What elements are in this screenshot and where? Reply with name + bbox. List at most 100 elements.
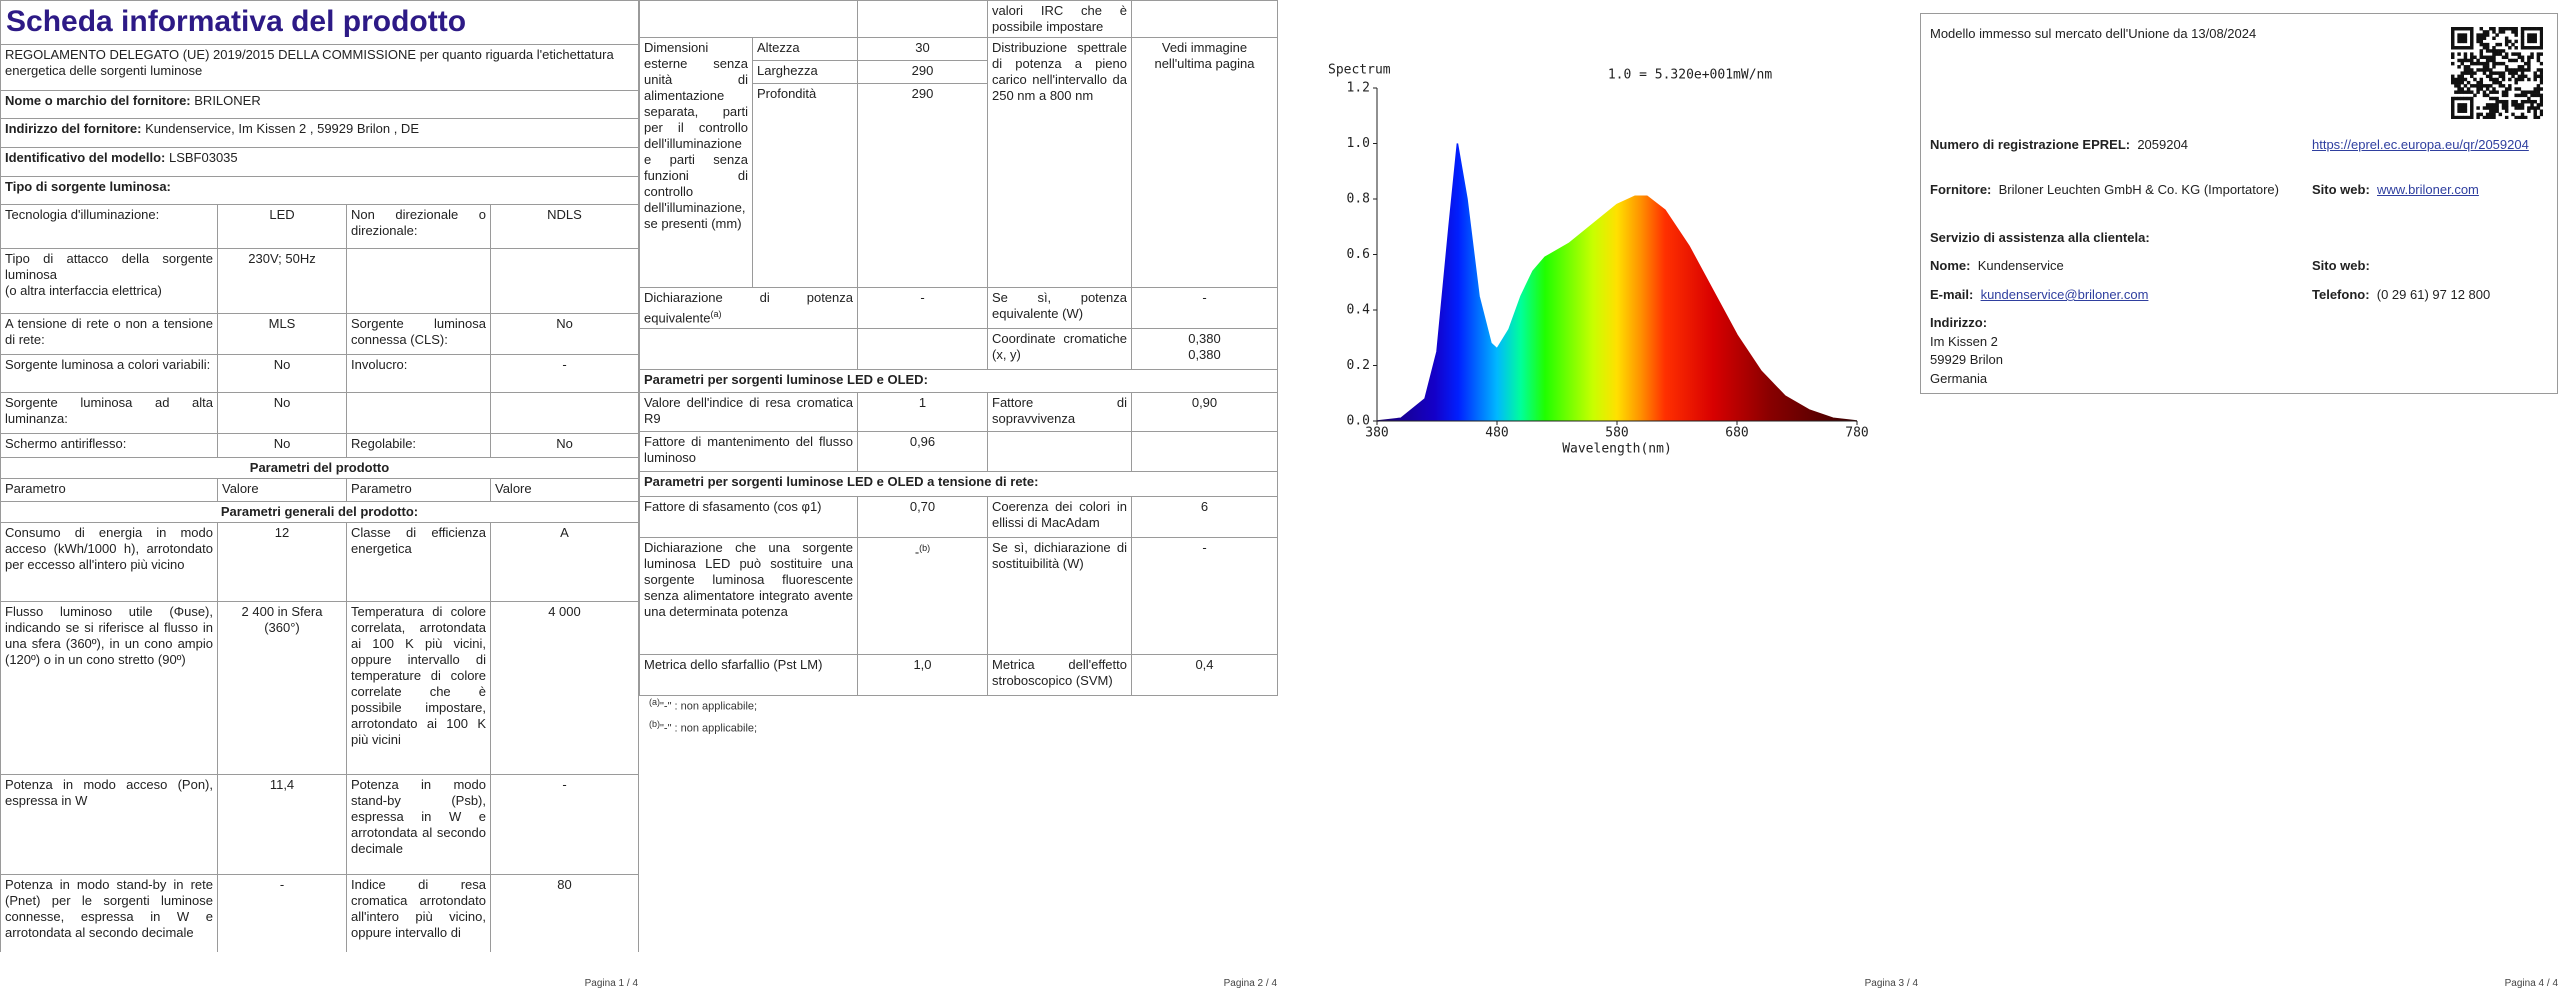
qr-module — [2511, 27, 2515, 31]
qr-module — [2463, 52, 2468, 56]
qr-module — [2514, 99, 2518, 104]
table-cell: 0,70 — [857, 496, 988, 539]
qr-module — [2466, 27, 2471, 31]
qr-module — [2460, 106, 2464, 110]
qr-module — [2523, 90, 2528, 94]
qr-module — [2489, 84, 2493, 88]
qr-module — [2451, 99, 2455, 104]
text: Telefono: (0 29 61) 97 12 800 — [2312, 287, 2490, 303]
qr-module — [2482, 68, 2487, 72]
qr-module — [2504, 52, 2509, 56]
text: Modello immesso sul mercato dell'Unione … — [1930, 26, 2257, 41]
table-cell — [1131, 0, 1278, 38]
qr-module — [2539, 71, 2543, 75]
qr-module — [2476, 112, 2480, 117]
qr-module — [2527, 61, 2531, 66]
qr-module — [2517, 106, 2522, 110]
table-cell — [857, 328, 988, 371]
qr-module — [2457, 36, 2461, 40]
qr-module — [2539, 99, 2543, 104]
text: Nome: Kundenservice — [1930, 258, 2064, 274]
qr-module — [2508, 71, 2512, 75]
y-tick-label: 0.8 — [1347, 192, 1370, 207]
qr-module — [2485, 103, 2490, 107]
qr-module — [2498, 74, 2503, 79]
qr-module — [2482, 93, 2487, 98]
qr-module — [2489, 27, 2493, 31]
table-row: Tipo di attacco della sorgente luminosa(… — [0, 248, 639, 314]
y-tick-label: 0.0 — [1347, 414, 1370, 429]
text: 59929 Brilon — [1930, 352, 2003, 367]
spectrum-chart: Spectrum 1.0 = 5.320e+001mW/nm Wavelengt… — [1328, 63, 1869, 457]
qr-module — [2463, 68, 2468, 72]
qr-module — [2527, 33, 2531, 37]
table-row: Dichiarazione di potenza equivalente(a) -… — [639, 286, 1278, 330]
qr-module — [2479, 49, 2484, 53]
qr-module — [2504, 36, 2509, 40]
qr-module — [2482, 55, 2487, 60]
table-cell: Valore — [490, 478, 639, 502]
qr-module — [2517, 87, 2522, 91]
table-cell — [639, 328, 858, 371]
table-cell: Sorgente luminosa connessa (CLS): — [346, 313, 491, 355]
qr-module — [2533, 39, 2537, 44]
table-row: Fattore di sfasamento (cos φ1) 0,70 Coeren… — [639, 496, 1278, 539]
qr-module — [2533, 27, 2537, 31]
qr-module — [2457, 65, 2461, 69]
qr-module — [2457, 103, 2461, 107]
qr-module — [2508, 46, 2512, 50]
qr-module — [2501, 77, 2506, 82]
table-cell: Potenza in modo stand-by (Psb), espressa… — [346, 774, 491, 875]
qr-module — [2489, 109, 2493, 113]
link[interactable]: kundenservice@briloner.com — [1980, 287, 2149, 302]
qr-module — [2482, 90, 2487, 94]
x-tick-label: 780 — [1845, 426, 1868, 441]
value: Briloner Leuchten GmbH & Co. KG (Importa… — [1998, 182, 2279, 197]
qr-module — [2463, 27, 2468, 31]
value: (o altra interfaccia elettrica) — [5, 283, 162, 298]
label: Fornitore: — [1930, 182, 1992, 197]
qr-module — [2511, 30, 2515, 34]
qr-module — [2470, 99, 2474, 104]
qr-module — [2457, 46, 2461, 50]
text: Fornitore: Briloner Leuchten GmbH & Co. … — [1930, 182, 2302, 198]
qr-module — [2492, 65, 2496, 69]
qr-module — [2451, 106, 2455, 110]
table-cell: 0,4 — [1131, 654, 1278, 697]
qr-module — [2457, 74, 2461, 79]
qr-module — [2504, 90, 2509, 94]
qr-module — [2485, 42, 2490, 47]
qr-module — [2533, 87, 2537, 91]
label: Nome o marchio del fornitore: — [5, 93, 191, 108]
table-cell: - — [1131, 286, 1278, 330]
qr-module — [2470, 96, 2474, 101]
qr-module — [2460, 36, 2464, 40]
qr-module — [2514, 87, 2518, 91]
qr-module — [2489, 55, 2493, 60]
spectrum-area — [1376, 143, 1858, 422]
table-row: Metrica dello sfarfallio (Pst LM) 1,0 Metr… — [639, 654, 1278, 697]
qr-module — [2501, 55, 2506, 60]
table-cell: Parametri per sorgenti luminose LED e OL… — [639, 369, 1278, 394]
qr-module — [2479, 27, 2484, 31]
table-row: Flusso luminoso utile (Φuse), indicando … — [0, 601, 639, 775]
qr-module — [2476, 115, 2480, 119]
link[interactable]: https://eprel.ec.europa.eu/qr/2059204 — [2312, 137, 2529, 152]
qr-module — [2514, 52, 2518, 56]
qr-module — [2463, 109, 2468, 113]
qr-module — [2466, 58, 2471, 63]
qr-module — [2470, 109, 2474, 113]
qr-module — [2539, 30, 2543, 34]
qr-module — [2511, 68, 2515, 72]
qr-module — [2504, 68, 2509, 72]
qr-module — [2482, 61, 2487, 66]
qr-module — [2463, 58, 2468, 63]
qr-module — [2473, 93, 2477, 98]
table-row: Sorgente luminosa ad alta luminanza: No — [0, 392, 639, 434]
table-cell: - — [857, 286, 988, 330]
value: BRILONER — [194, 93, 261, 108]
qr-module — [2536, 103, 2541, 107]
qr-module — [2482, 42, 2487, 47]
qr-module — [2463, 46, 2468, 50]
link[interactable]: www.briloner.com — [2377, 182, 2479, 197]
